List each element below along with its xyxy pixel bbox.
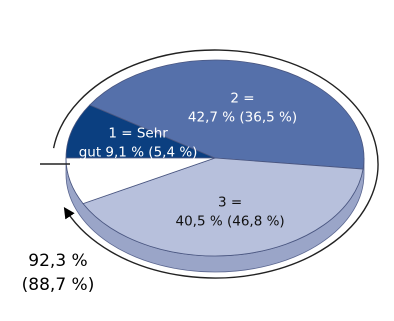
slice-label-1-line-1: 42,7 % (36,5 %) (188, 110, 297, 126)
cumulative-previous-value: (88,7 %) (22, 275, 95, 295)
pie-slice-1 (89, 59, 365, 170)
cumulative-label: 92,3 % (88,7 %) (22, 251, 95, 295)
pie-slices (65, 59, 365, 257)
cumulative-value: 92,3 % (28, 251, 87, 271)
slice-label-2-line-0: 3 = (218, 194, 242, 210)
pie-slice-2 (82, 157, 364, 257)
cumulative-arc (52, 49, 379, 279)
slice-label-1-line-0: 2 = (230, 91, 254, 107)
pie-slice-0 (65, 104, 216, 159)
pie-slice-3 (65, 157, 216, 205)
slice-label-2-line-1: 40,5 % (46,8 %) (176, 213, 285, 229)
slice-label-0-line-0: 1 = Sehr (108, 125, 168, 141)
cumulative-arrow (40, 49, 379, 279)
slice-label-0-line-1: gut 9,1 % (5,4 %) (79, 144, 198, 160)
slice-labels: 1 = Sehr gut 9,1 % (5,4 %) 2 = 42,7 % (36,5… (79, 91, 297, 230)
